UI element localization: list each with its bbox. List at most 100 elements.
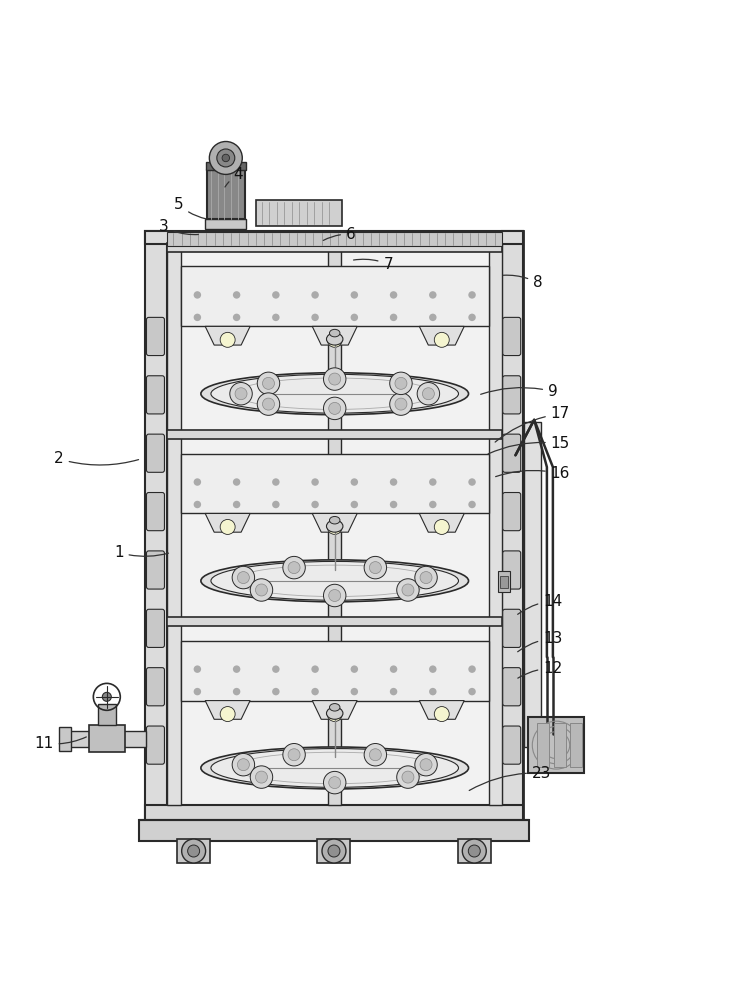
Circle shape — [429, 314, 437, 321]
Circle shape — [233, 291, 241, 299]
Text: 23: 23 — [469, 766, 551, 790]
Circle shape — [369, 562, 382, 574]
Bar — [167, 617, 502, 626]
Circle shape — [462, 839, 486, 863]
Circle shape — [468, 665, 476, 673]
Bar — [498, 571, 510, 592]
Text: 6: 6 — [323, 227, 356, 242]
Circle shape — [194, 291, 201, 299]
Bar — [167, 430, 502, 439]
Circle shape — [233, 688, 241, 695]
Circle shape — [194, 314, 201, 321]
Circle shape — [188, 845, 200, 857]
Circle shape — [351, 478, 358, 486]
Bar — [68, 731, 90, 747]
Circle shape — [256, 584, 268, 596]
FancyBboxPatch shape — [146, 726, 164, 764]
Circle shape — [329, 373, 341, 385]
Circle shape — [272, 478, 280, 486]
Circle shape — [420, 759, 432, 771]
FancyBboxPatch shape — [146, 609, 164, 647]
Text: 8: 8 — [503, 275, 543, 290]
Text: 15: 15 — [488, 436, 570, 454]
Circle shape — [422, 388, 434, 400]
Circle shape — [233, 478, 241, 486]
Bar — [145, 231, 167, 822]
FancyBboxPatch shape — [503, 317, 521, 356]
FancyBboxPatch shape — [503, 726, 521, 764]
Circle shape — [311, 478, 319, 486]
Bar — [489, 244, 502, 805]
Bar — [206, 162, 246, 170]
Ellipse shape — [329, 329, 340, 337]
Circle shape — [272, 665, 280, 673]
Polygon shape — [205, 513, 250, 532]
Circle shape — [468, 845, 480, 857]
Text: 14: 14 — [518, 594, 562, 614]
Circle shape — [233, 501, 241, 508]
Circle shape — [329, 777, 341, 789]
FancyBboxPatch shape — [503, 493, 521, 531]
Circle shape — [390, 501, 397, 508]
Bar — [502, 231, 523, 822]
Circle shape — [232, 753, 255, 776]
Text: 2: 2 — [54, 451, 139, 466]
Circle shape — [323, 368, 346, 390]
Circle shape — [257, 393, 280, 415]
Text: 12: 12 — [518, 661, 562, 678]
Circle shape — [311, 501, 319, 508]
Circle shape — [351, 665, 358, 673]
Bar — [145, 231, 523, 244]
Ellipse shape — [326, 520, 343, 532]
Bar — [529, 717, 584, 773]
Circle shape — [390, 393, 412, 415]
Circle shape — [232, 566, 255, 589]
FancyBboxPatch shape — [503, 551, 521, 589]
Bar — [145, 805, 523, 822]
Circle shape — [468, 314, 476, 321]
FancyBboxPatch shape — [503, 434, 521, 472]
Circle shape — [429, 665, 437, 673]
Circle shape — [351, 688, 358, 695]
Circle shape — [351, 314, 358, 321]
Circle shape — [468, 478, 476, 486]
Circle shape — [311, 291, 319, 299]
Circle shape — [323, 771, 346, 794]
Circle shape — [364, 743, 387, 766]
Circle shape — [250, 766, 273, 788]
Bar — [537, 723, 549, 767]
Text: 4: 4 — [225, 167, 244, 187]
Circle shape — [468, 291, 476, 299]
Circle shape — [194, 665, 201, 673]
Polygon shape — [419, 701, 464, 719]
Circle shape — [235, 388, 247, 400]
Ellipse shape — [329, 704, 340, 711]
Text: 11: 11 — [35, 736, 87, 751]
Text: 17: 17 — [495, 406, 570, 442]
Circle shape — [327, 519, 342, 534]
FancyBboxPatch shape — [146, 551, 164, 589]
Circle shape — [233, 665, 241, 673]
Circle shape — [288, 749, 300, 761]
Circle shape — [434, 519, 449, 534]
Circle shape — [429, 291, 437, 299]
Circle shape — [222, 154, 229, 162]
Circle shape — [468, 688, 476, 695]
Circle shape — [364, 556, 387, 579]
Text: 16: 16 — [495, 466, 570, 481]
Circle shape — [329, 590, 341, 601]
Bar — [570, 723, 582, 767]
Circle shape — [429, 478, 437, 486]
Circle shape — [390, 372, 412, 395]
Text: 9: 9 — [480, 384, 558, 399]
Ellipse shape — [201, 560, 468, 602]
Circle shape — [351, 291, 358, 299]
Ellipse shape — [329, 516, 340, 524]
Bar — [98, 704, 116, 725]
Circle shape — [283, 743, 305, 766]
Circle shape — [429, 688, 437, 695]
Circle shape — [272, 314, 280, 321]
Bar — [207, 170, 244, 219]
Bar — [525, 422, 541, 747]
Circle shape — [329, 402, 341, 414]
